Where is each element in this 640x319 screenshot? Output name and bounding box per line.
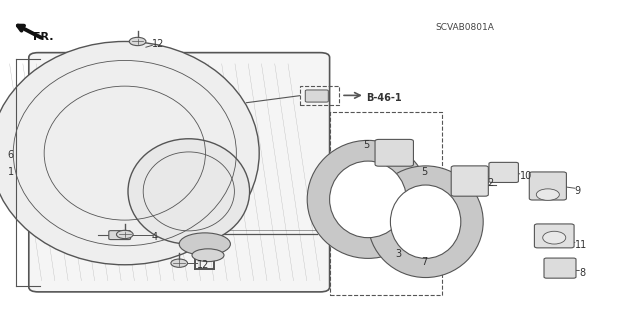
FancyBboxPatch shape xyxy=(529,172,566,200)
Text: 6: 6 xyxy=(8,150,14,160)
Text: 12: 12 xyxy=(197,260,209,271)
Ellipse shape xyxy=(179,233,230,255)
Text: 11: 11 xyxy=(575,240,587,250)
FancyBboxPatch shape xyxy=(451,166,488,196)
FancyBboxPatch shape xyxy=(534,224,574,248)
Text: 2: 2 xyxy=(488,178,494,189)
FancyBboxPatch shape xyxy=(109,231,131,240)
Text: 3: 3 xyxy=(395,249,401,259)
Text: 9: 9 xyxy=(575,186,581,196)
Ellipse shape xyxy=(330,161,406,238)
Bar xyxy=(330,112,442,295)
Ellipse shape xyxy=(0,41,259,265)
FancyBboxPatch shape xyxy=(305,90,328,102)
Ellipse shape xyxy=(536,189,559,200)
Text: 10: 10 xyxy=(520,171,532,181)
Text: 5: 5 xyxy=(421,167,428,177)
Text: SCVAB0801A: SCVAB0801A xyxy=(435,23,494,32)
FancyBboxPatch shape xyxy=(29,53,330,292)
Text: 5: 5 xyxy=(364,140,370,150)
Ellipse shape xyxy=(368,166,483,278)
Bar xyxy=(300,86,339,105)
Text: FR.: FR. xyxy=(33,32,54,42)
Ellipse shape xyxy=(192,249,224,262)
FancyBboxPatch shape xyxy=(544,258,576,278)
Circle shape xyxy=(171,259,188,267)
Circle shape xyxy=(129,37,146,46)
Text: 7: 7 xyxy=(421,257,428,267)
Text: 4: 4 xyxy=(152,232,158,242)
Text: B-46-1: B-46-1 xyxy=(366,93,402,103)
Ellipse shape xyxy=(128,139,250,244)
Ellipse shape xyxy=(543,231,566,244)
Circle shape xyxy=(116,230,133,239)
Text: 1: 1 xyxy=(8,167,14,177)
Text: 8: 8 xyxy=(580,268,586,278)
Ellipse shape xyxy=(307,140,429,258)
Ellipse shape xyxy=(390,185,461,258)
FancyBboxPatch shape xyxy=(489,162,518,182)
FancyBboxPatch shape xyxy=(375,139,413,166)
Text: 12: 12 xyxy=(152,39,164,49)
